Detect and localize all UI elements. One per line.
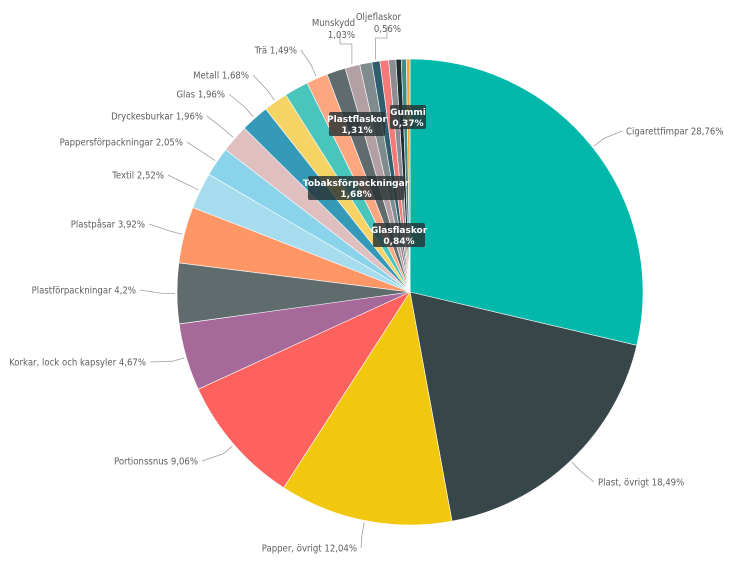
leader-line-papper-ovrigt [360, 522, 365, 549]
slice-label-portionssnus: Portionssnus 9,06% [114, 457, 198, 468]
svg-text:Glasflaskor: Glasflaskor [371, 226, 428, 236]
leader-line-glas [228, 93, 254, 118]
leader-line-plastpasar [148, 223, 183, 235]
slice-plast-ovrigt[interactable] [409, 291, 638, 522]
slice-label-pappersforpackningar: Pappersförpackningar 2,05% [60, 138, 183, 149]
svg-text:0,37%: 0,37% [392, 119, 423, 129]
slice-label-korkar-lock-och-kapsyler: Korkar, lock och kapsyler 4,67% [9, 358, 146, 369]
leader-line-portionssnus [201, 445, 233, 462]
svg-text:Plastflaskor: Plastflaskor [327, 115, 387, 125]
leader-line-pappersforpackningar [186, 141, 216, 161]
leader-line-korkar-lock-och-kapsyler [149, 357, 185, 363]
slice-label-textil: Textil 2,52% [111, 171, 164, 182]
svg-text:Gummi: Gummi [390, 108, 426, 118]
leader-line-plastforpackningar [139, 289, 176, 294]
slice-labels: Cigarettfimpar 28,76% Plast, övrigt 18,49… [9, 12, 723, 555]
svg-text:0,84%: 0,84% [383, 237, 414, 247]
slice-label-oljeflaskor: Oljeflaskor 0,56% [356, 12, 402, 35]
leader-line-textil [167, 174, 199, 191]
slice-label-glas: Glas 1,96% [176, 90, 225, 101]
svg-text:1,31%: 1,31% [341, 126, 372, 136]
slice-cigarettfimpar[interactable] [409, 58, 644, 346]
slice-label-metall: Metall 1,68% [193, 71, 249, 82]
leader-line-munskydd [339, 32, 353, 65]
leader-line-tra [300, 49, 317, 77]
slice-label-papper-ovrigt: Papper, övrigt 12,04% [262, 544, 357, 555]
slice-label-plastforpackningar: Plastförpackningar 4,2% [32, 286, 136, 297]
svg-text:1,68%: 1,68% [340, 190, 371, 200]
leader-lines [139, 26, 623, 549]
leader-line-cigarettfimpar [593, 130, 623, 147]
leader-line-metall [252, 74, 275, 101]
slice-label-cigarettfimpar: Cigarettfimpar 28,76% [626, 127, 723, 138]
leader-line-dryckesburkar [206, 115, 234, 138]
leader-line-oljeflaskor [375, 26, 388, 60]
slice-portionssnus[interactable] [197, 291, 411, 489]
slice-papper-ovrigt[interactable] [283, 291, 453, 526]
slice-label-dryckesburkar: Dryckesburkar 1,96% [111, 112, 203, 123]
svg-text:Tobaksförpackningar: Tobaksförpackningar [303, 179, 410, 189]
slice-label-tra: Trä 1,49% [254, 46, 297, 57]
slice-label-munskydd: Munskydd 1,03% [312, 18, 355, 41]
leader-line-plast-ovrigt [571, 461, 595, 483]
slice-label-plastpasar: Plastpåsar 3,92% [71, 220, 145, 231]
slice-label-plast-ovrigt: Plast, övrigt 18,49% [598, 478, 684, 489]
